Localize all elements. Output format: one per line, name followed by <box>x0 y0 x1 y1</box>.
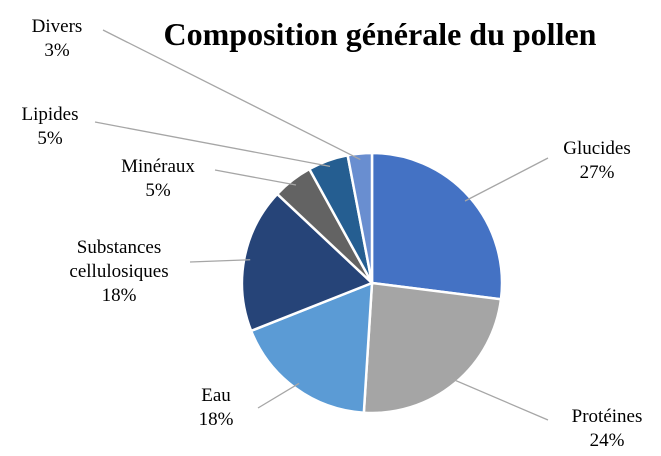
slice-label: Minéraux 5% <box>73 155 243 203</box>
pie-slice <box>362 281 503 415</box>
value-label: 18% <box>101 285 137 306</box>
category-label: Eau <box>201 385 231 406</box>
pie-slice <box>240 192 375 333</box>
pie-slice <box>249 281 374 415</box>
value-label: 18% <box>198 409 234 430</box>
slice-label: Substances cellulosiques 18% <box>34 236 204 308</box>
slice-label: Lipides 5% <box>0 103 135 151</box>
category-label: Minéraux <box>121 156 195 177</box>
slice-label: Protéines 24% <box>522 405 661 453</box>
chart-title: Composition générale du pollen <box>163 16 597 52</box>
leader-line <box>189 259 251 263</box>
pie-slice <box>370 151 504 301</box>
leader-line <box>102 29 361 161</box>
value-label: 24% <box>589 430 625 451</box>
value-label: 3% <box>44 40 70 61</box>
value-label: 5% <box>145 180 171 201</box>
leader-line <box>257 382 300 409</box>
slice-label: Divers 3% <box>0 15 142 63</box>
leader-line <box>450 377 549 421</box>
category-label: Divers <box>31 16 83 37</box>
category-label: Substances cellulosiques <box>69 237 169 282</box>
value-label: 27% <box>579 162 615 183</box>
value-label: 5% <box>37 128 63 149</box>
pie-slice <box>346 151 374 284</box>
category-label: Glucides <box>563 138 631 159</box>
leader-line <box>94 121 331 167</box>
category-label: Protéines <box>571 406 643 427</box>
leader-line <box>214 169 297 186</box>
slice-label: Glucides 27% <box>512 137 661 185</box>
leader-line <box>464 157 549 202</box>
slice-label: Eau 18% <box>131 384 301 432</box>
category-label: Lipides <box>21 104 79 125</box>
